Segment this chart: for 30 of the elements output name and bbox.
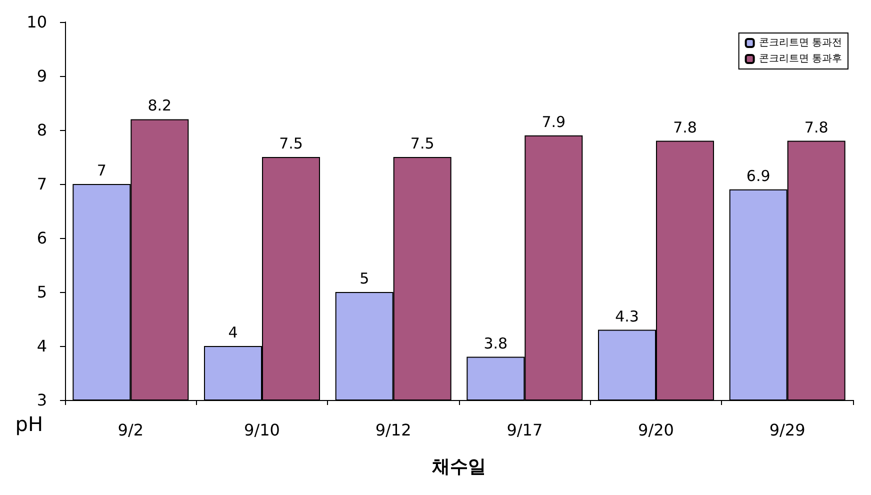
data-label: 8.2 <box>148 96 172 115</box>
data-label: 7.8 <box>673 118 697 136</box>
data-label: 7 <box>96 162 106 180</box>
data-label: 7.8 <box>804 118 828 136</box>
y-tick-label: 9 <box>36 66 47 86</box>
x-tick-label: 9/29 <box>769 420 806 440</box>
y-tick-label: 10 <box>26 12 47 32</box>
data-label: 7.9 <box>542 112 566 131</box>
legend-label: 콘크리트면 통과후 <box>758 54 842 64</box>
data-label: 5 <box>360 270 370 288</box>
x-tick-label: 9/2 <box>118 420 144 440</box>
data-label: 4.3 <box>615 307 639 326</box>
y-tick-label: 7 <box>36 174 47 194</box>
y-tick-label: 8 <box>36 120 47 140</box>
y-tick-label: 6 <box>36 228 47 248</box>
y-tick-label: 4 <box>36 336 47 356</box>
x-tick-label: 9/10 <box>244 420 280 440</box>
data-label: 7.5 <box>410 134 434 152</box>
data-label: 7.5 <box>279 134 303 152</box>
data-label: 3.8 <box>484 334 508 352</box>
data-label: 6.9 <box>746 166 770 185</box>
x-tick-label: 9/17 <box>506 420 543 440</box>
x-axis-title: 채수일 <box>432 456 486 478</box>
y-tick-label: 3 <box>36 390 47 410</box>
data-label: 4 <box>228 324 238 342</box>
x-tick-label: 9/12 <box>375 420 412 440</box>
y-axis-title: pH <box>15 412 43 436</box>
y-tick-label: 5 <box>36 282 47 302</box>
x-tick-label: 9/20 <box>638 420 674 440</box>
legend-label: 콘크리트면 통과전 <box>758 38 842 48</box>
